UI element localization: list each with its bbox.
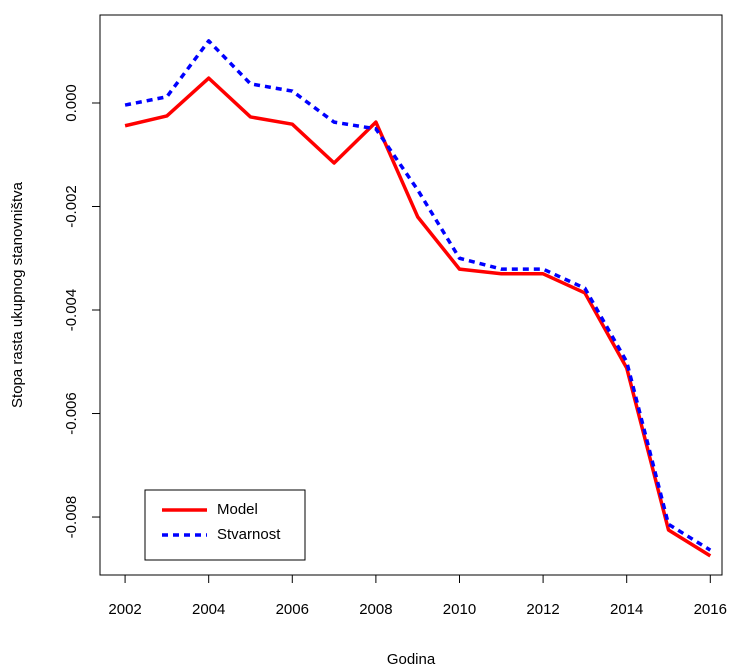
x-tick-label: 2014 — [610, 601, 643, 618]
x-tick-label: 2008 — [359, 601, 392, 618]
legend-label: Model — [217, 501, 258, 518]
y-tick-label: 0.000 — [63, 84, 80, 122]
plot-frame — [99, 14, 723, 576]
legend-box — [144, 489, 306, 561]
y-tick-label: -0.008 — [63, 496, 80, 539]
x-tick-label: 2006 — [276, 601, 309, 618]
y-tick-label: -0.006 — [63, 392, 80, 435]
series-line — [124, 76, 712, 558]
y-tick-label: -0.002 — [63, 185, 80, 228]
legend-label: Stvarnost — [217, 526, 281, 543]
series-line — [124, 39, 712, 552]
y-tick-label: -0.004 — [63, 289, 80, 332]
x-tick-label: 2004 — [192, 601, 225, 618]
y-axis-label: Stopa rasta ukupnog stanovništva — [9, 181, 26, 408]
x-tick-label: 2002 — [108, 601, 141, 618]
x-tick-label: 2012 — [526, 601, 559, 618]
x-tick-label: 2010 — [443, 601, 476, 618]
x-axis-label: Godina — [387, 651, 436, 668]
x-tick-label: 2016 — [694, 601, 727, 618]
